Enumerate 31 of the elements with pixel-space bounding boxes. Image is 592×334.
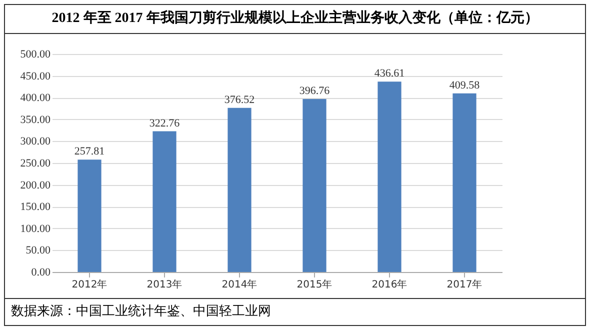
x-tick-label: 2016年 xyxy=(372,278,408,290)
x-tick-label: 2017年 xyxy=(446,278,482,290)
source-note: 数据来源：中国工业统计年鉴、中国轻工业网 xyxy=(5,298,585,325)
x-tick-label: 2014年 xyxy=(222,278,258,290)
x-tick-label: 2013年 xyxy=(146,278,182,290)
data-label: 409.58 xyxy=(449,79,480,92)
y-tick-label: 450.00 xyxy=(20,70,51,82)
bar xyxy=(378,82,402,272)
y-tick-label: 300.00 xyxy=(20,136,51,148)
y-tick-label: 250.00 xyxy=(20,158,51,170)
y-tick-label: 500.00 xyxy=(20,48,51,60)
bar xyxy=(452,93,476,272)
data-label: 322.76 xyxy=(149,117,180,130)
bar xyxy=(228,108,252,272)
bar xyxy=(302,99,326,272)
y-tick-label: 0.00 xyxy=(31,266,51,278)
data-label: 396.76 xyxy=(299,85,330,98)
x-tick-label: 2012年 xyxy=(72,278,108,290)
y-tick-label: 200.00 xyxy=(20,179,51,192)
y-tick-label: 50.00 xyxy=(26,244,51,257)
y-tick-label: 100.00 xyxy=(20,222,51,235)
bar xyxy=(152,131,176,272)
y-tick-label: 350.00 xyxy=(20,114,51,126)
data-label: 257.81 xyxy=(74,146,105,158)
y-tick-label: 400.00 xyxy=(20,92,51,104)
x-tick-label: 2015年 xyxy=(296,278,332,290)
data-label: 436.61 xyxy=(374,68,405,80)
bar xyxy=(78,160,102,272)
data-label: 376.52 xyxy=(224,94,255,106)
chart-title: 2012 年至 2017 年我国刀剪行业规模以上企业主营业务收入变化（单位：亿元） xyxy=(5,5,585,34)
y-tick-label: 150.00 xyxy=(20,201,51,214)
